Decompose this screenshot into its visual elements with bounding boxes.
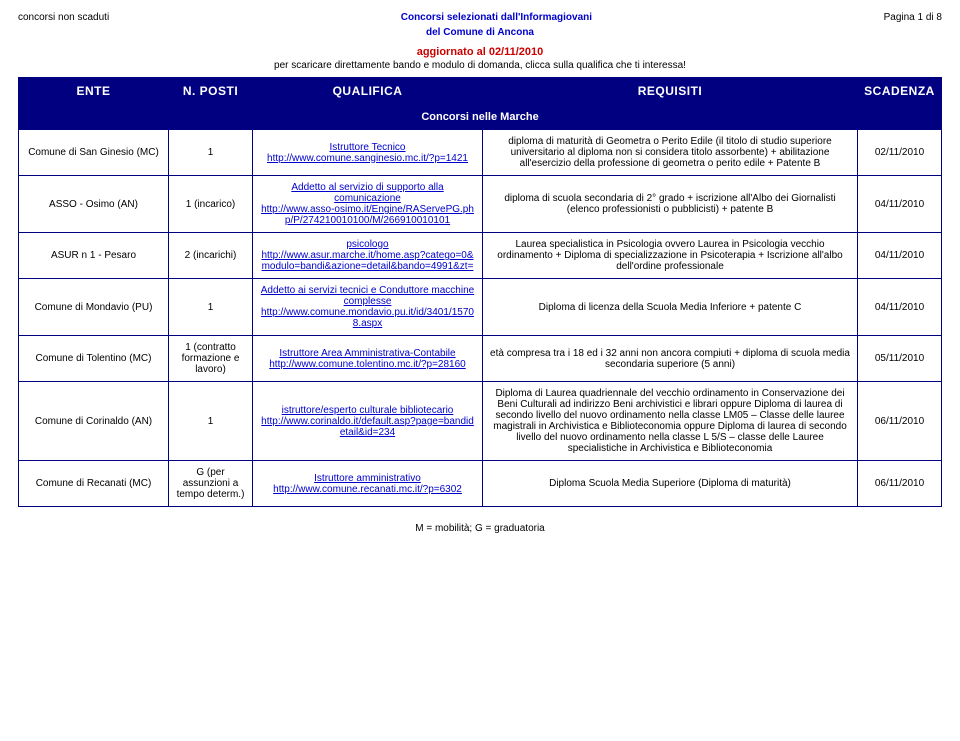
top-center-line1: Concorsi selezionati dall'Informagiovani <box>401 12 592 23</box>
footer-legend: M = mobilità; G = graduatoria <box>18 523 942 534</box>
table-row: Comune di Corinaldo (AN)1 istruttore/espe… <box>19 382 942 461</box>
updated-line: aggiornato al 02/11/2010 <box>18 46 942 58</box>
cell-posti: 1 <box>169 382 253 461</box>
qualifica-link[interactable]: istruttore/esperto culturale bibliotecar… <box>282 405 454 416</box>
top-right: Pagina 1 di 8 <box>884 12 942 23</box>
cell-ente: Comune di Tolentino (MC) <box>19 336 169 382</box>
table-row: Comune di Recanati (MC)G (per assunzioni… <box>19 461 942 507</box>
cell-ente: Comune di San Ginesio (MC) <box>19 130 169 176</box>
cell-scadenza: 06/11/2010 <box>858 461 942 507</box>
cell-qualifica: istruttore/esperto culturale bibliotecar… <box>253 382 483 461</box>
cell-requisiti: età compresa tra i 18 ed i 32 anni non a… <box>483 336 858 382</box>
top-left: concorsi non scaduti <box>18 12 109 23</box>
cell-scadenza: 04/11/2010 <box>858 176 942 233</box>
table-row: Comune di San Ginesio (MC)1Istruttore Te… <box>19 130 942 176</box>
qualifica-link[interactable]: Istruttore Area Amministrativa-Contabile <box>279 348 455 359</box>
cell-requisiti: Diploma di Laurea quadriennale del vecch… <box>483 382 858 461</box>
cell-ente: Comune di Recanati (MC) <box>19 461 169 507</box>
cell-ente: ASUR n 1 - Pesaro <box>19 233 169 279</box>
cell-ente: ASSO - Osimo (AN) <box>19 176 169 233</box>
qualifica-link[interactable]: psicologo <box>346 239 388 250</box>
cell-ente: Comune di Mondavio (PU) <box>19 279 169 336</box>
main-table: ENTE N. POSTI QUALIFICA REQUISITI SCADEN… <box>18 77 942 507</box>
cell-qualifica: Istruttore amministrativohttp://www.comu… <box>253 461 483 507</box>
qualifica-link[interactable]: Addetto ai servizi tecnici e Conduttore … <box>261 285 474 307</box>
cell-requisiti: Laurea specialistica in Psicologia ovver… <box>483 233 858 279</box>
cell-ente: Comune di Corinaldo (AN) <box>19 382 169 461</box>
cell-posti: 1 (incarico) <box>169 176 253 233</box>
th-posti: N. POSTI <box>169 78 253 105</box>
cell-scadenza: 02/11/2010 <box>858 130 942 176</box>
th-qualifica: QUALIFICA <box>253 78 483 105</box>
top-center-line2: del Comune di Ancona <box>18 27 942 38</box>
instruction-line: per scaricare direttamente bando e modul… <box>18 60 942 71</box>
cell-qualifica: Addetto al servizio di supporto alla com… <box>253 176 483 233</box>
cell-posti: G (per assunzioni a tempo determ.) <box>169 461 253 507</box>
th-ente: ENTE <box>19 78 169 105</box>
cell-requisiti: diploma di scuola secondaria di 2° grado… <box>483 176 858 233</box>
top-bar: concorsi non scaduti Concorsi selezionat… <box>18 12 942 23</box>
table-row: Comune di Tolentino (MC)1 (contratto for… <box>19 336 942 382</box>
cell-scadenza: 05/11/2010 <box>858 336 942 382</box>
qualifica-url-link[interactable]: http://www.comune.recanati.mc.it/?p=6302 <box>273 484 462 495</box>
cell-scadenza: 04/11/2010 <box>858 233 942 279</box>
cell-posti: 1 <box>169 279 253 336</box>
table-row: ASUR n 1 - Pesaro2 (incarichi)psicologoh… <box>19 233 942 279</box>
cell-requisiti: diploma di maturità di Geometra o Perito… <box>483 130 858 176</box>
cell-qualifica: psicologohttp://www.asur.marche.it/home.… <box>253 233 483 279</box>
table-row: ASSO - Osimo (AN)1 (incarico) Addetto al … <box>19 176 942 233</box>
qualifica-url-link[interactable]: http://www.asur.marche.it/home.asp?categ… <box>261 250 473 272</box>
th-requisiti: REQUISITI <box>483 78 858 105</box>
section-header-row: Concorsi nelle Marche <box>19 105 942 130</box>
section-header-cell: Concorsi nelle Marche <box>19 105 942 130</box>
qualifica-link[interactable]: Istruttore amministrativo <box>314 473 421 484</box>
cell-scadenza: 06/11/2010 <box>858 382 942 461</box>
cell-posti: 1 <box>169 130 253 176</box>
header-row: ENTE N. POSTI QUALIFICA REQUISITI SCADEN… <box>19 78 942 105</box>
cell-posti: 1 (contratto formazione e lavoro) <box>169 336 253 382</box>
cell-qualifica: Istruttore Area Amministrativa-Contabile… <box>253 336 483 382</box>
qualifica-url-link[interactable]: http://www.comune.sanginesio.mc.it/?p=14… <box>267 153 468 164</box>
cell-requisiti: Diploma Scuola Media Superiore (Diploma … <box>483 461 858 507</box>
qualifica-link[interactable]: Addetto al servizio di supporto alla com… <box>291 182 443 204</box>
top-center: Concorsi selezionati dall'Informagiovani <box>109 12 883 23</box>
cell-qualifica: Addetto ai servizi tecnici e Conduttore … <box>253 279 483 336</box>
th-scadenza: SCADENZA <box>858 78 942 105</box>
qualifica-url-link[interactable]: http://www.asso-osimo.it/Engine/RAServeP… <box>261 204 474 226</box>
qualifica-url-link[interactable]: http://www.corinaldo.it/default.asp?page… <box>261 416 474 438</box>
cell-requisiti: Diploma di licenza della Scuola Media In… <box>483 279 858 336</box>
cell-qualifica: Istruttore Tecnicohttp://www.comune.sang… <box>253 130 483 176</box>
table-row: Comune di Mondavio (PU)1 Addetto ai servi… <box>19 279 942 336</box>
qualifica-url-link[interactable]: http://www.comune.tolentino.mc.it/?p=281… <box>269 359 466 370</box>
qualifica-url-link[interactable]: http://www.comune.mondavio.pu.it/id/3401… <box>261 307 474 329</box>
cell-scadenza: 04/11/2010 <box>858 279 942 336</box>
qualifica-link[interactable]: Istruttore Tecnico <box>330 142 406 153</box>
cell-posti: 2 (incarichi) <box>169 233 253 279</box>
